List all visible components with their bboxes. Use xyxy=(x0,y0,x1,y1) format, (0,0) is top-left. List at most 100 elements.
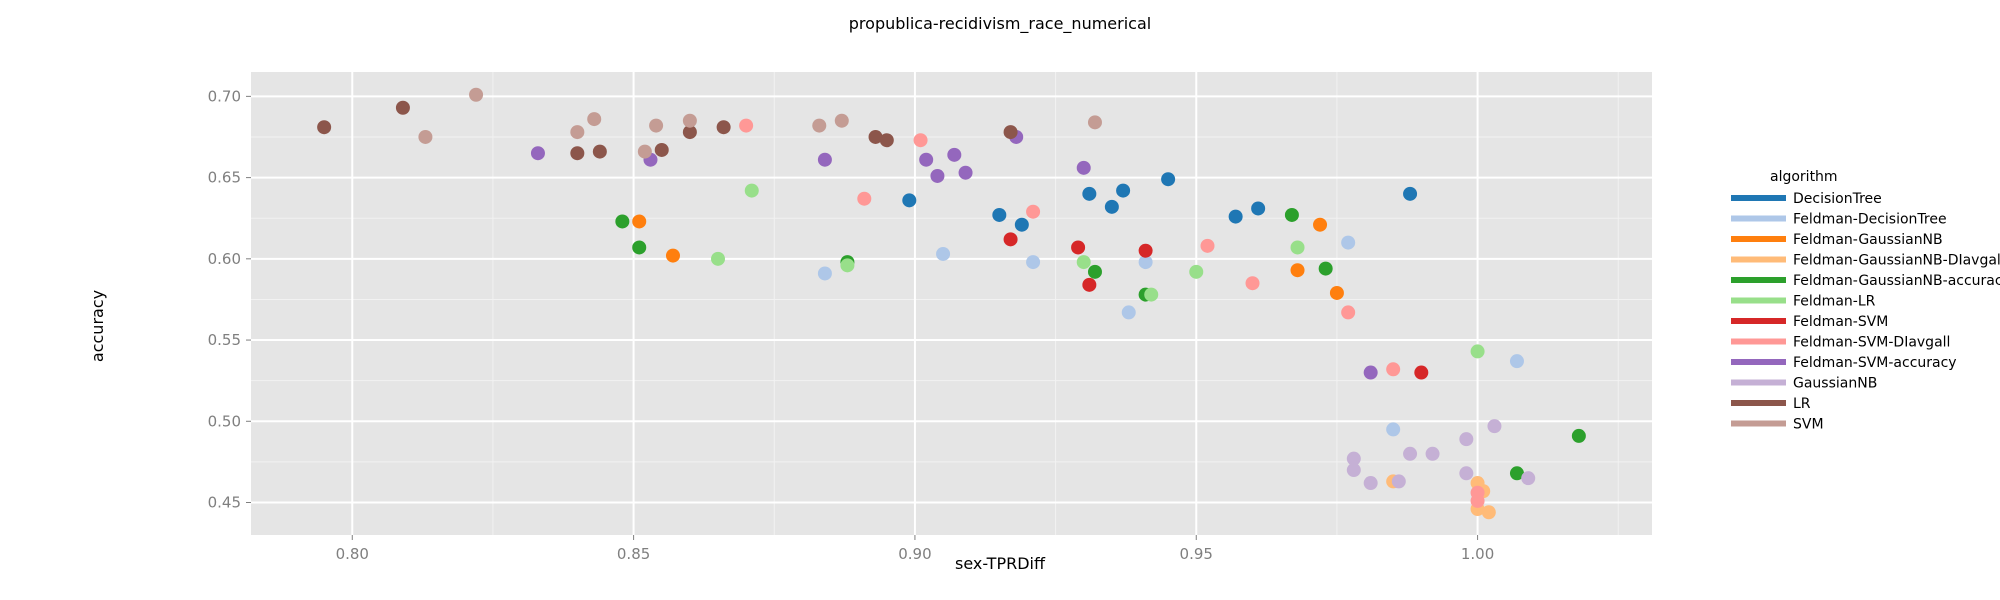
legend-swatch xyxy=(1731,359,1786,365)
legend-label: LR xyxy=(1793,396,1811,412)
x-tick-label: 0.85 xyxy=(617,545,650,563)
data-point xyxy=(1228,209,1243,224)
data-point xyxy=(1403,186,1418,201)
data-point xyxy=(530,146,545,161)
legend-swatch xyxy=(1731,256,1786,263)
data-point xyxy=(1509,354,1524,369)
legend-swatch xyxy=(1731,420,1786,427)
data-point xyxy=(1363,365,1378,380)
data-point xyxy=(1329,285,1344,300)
data-point xyxy=(930,168,945,183)
data-point xyxy=(1386,422,1401,437)
data-point xyxy=(1116,183,1131,198)
data-point xyxy=(317,120,332,135)
legend-title: algorithm xyxy=(1770,169,1838,185)
data-point xyxy=(936,246,951,261)
legend-swatch xyxy=(1731,195,1786,201)
data-point xyxy=(1087,264,1102,279)
data-point xyxy=(1138,255,1153,270)
data-point xyxy=(1284,207,1299,222)
data-point xyxy=(744,183,759,198)
data-point xyxy=(570,146,585,161)
data-point xyxy=(817,152,832,167)
plot-background xyxy=(251,72,1652,535)
legend-swatch xyxy=(1731,277,1786,283)
data-point xyxy=(1313,217,1328,232)
legend-label: DecisionTree xyxy=(1793,191,1882,207)
legend-swatch xyxy=(1731,318,1786,324)
data-point xyxy=(1341,235,1356,250)
data-point xyxy=(1571,428,1586,443)
data-point xyxy=(1459,432,1474,447)
data-point xyxy=(947,147,962,162)
data-point xyxy=(1082,277,1097,292)
data-point xyxy=(1318,261,1333,276)
data-point xyxy=(1521,471,1536,486)
data-point xyxy=(1391,474,1406,489)
chart-title: propublica-recidivism_race_numerical xyxy=(849,14,1151,34)
legend-swatch xyxy=(1731,400,1786,406)
data-point xyxy=(1076,160,1091,175)
data-point xyxy=(1346,451,1361,466)
data-point xyxy=(812,118,827,133)
data-point xyxy=(1138,243,1153,258)
x-tick-label: 0.80 xyxy=(336,545,369,563)
plot-area xyxy=(251,72,1652,535)
data-point xyxy=(1003,232,1018,247)
data-point xyxy=(1363,476,1378,491)
x-axis: 0.80 0.85 0.90 0.95 1.00 xyxy=(336,535,1494,563)
y-tick-label: 0.70 xyxy=(208,87,241,105)
legend-label: Feldman-SVM-DIavgall xyxy=(1793,335,1950,351)
legend-swatch xyxy=(1731,338,1786,345)
data-point xyxy=(1290,240,1305,255)
y-axis-title: accuracy xyxy=(88,290,107,362)
legend-swatch xyxy=(1731,215,1786,222)
legend-label: SVM xyxy=(1793,417,1824,433)
data-point xyxy=(649,118,664,133)
data-point xyxy=(1386,362,1401,377)
legend-swatch xyxy=(1731,297,1786,304)
legend-label: GaussianNB xyxy=(1793,376,1877,392)
y-tick-label: 0.60 xyxy=(208,250,241,268)
data-point xyxy=(1245,276,1260,291)
data-point xyxy=(834,113,849,128)
data-point xyxy=(1161,172,1176,187)
data-point xyxy=(665,248,680,263)
legend-label: Feldman-SVM-accuracy xyxy=(1793,355,1957,371)
data-point xyxy=(919,152,934,167)
data-point xyxy=(615,214,630,229)
data-point xyxy=(1290,263,1305,278)
data-point xyxy=(469,87,484,102)
data-point xyxy=(1481,505,1496,520)
y-tick-label: 0.50 xyxy=(208,412,241,430)
data-point xyxy=(857,191,872,206)
legend: algorithm DecisionTree Feldman-DecisionTr… xyxy=(1731,169,2000,433)
data-point xyxy=(1414,365,1429,380)
y-tick-label: 0.55 xyxy=(208,331,241,349)
legend-label: Feldman-DecisionTree xyxy=(1793,212,1947,228)
data-point xyxy=(1470,344,1485,359)
data-point xyxy=(1425,446,1440,461)
data-point xyxy=(587,112,602,127)
data-point xyxy=(570,125,585,140)
data-point xyxy=(637,144,652,159)
y-axis: 0.45 0.50 0.55 0.60 0.65 0.70 xyxy=(208,87,251,512)
data-point xyxy=(992,207,1007,222)
data-point xyxy=(1014,217,1029,232)
data-point xyxy=(1470,493,1485,508)
data-point xyxy=(840,258,855,273)
x-tick-label: 0.90 xyxy=(898,545,931,563)
data-point xyxy=(716,120,731,135)
data-point xyxy=(902,193,917,208)
data-point xyxy=(1076,255,1091,270)
data-point xyxy=(913,133,928,148)
data-point xyxy=(632,214,647,229)
data-point xyxy=(868,129,883,144)
data-point xyxy=(817,266,832,281)
data-point xyxy=(879,133,894,148)
data-point xyxy=(1144,287,1159,302)
data-point xyxy=(1082,186,1097,201)
data-point xyxy=(418,129,433,144)
